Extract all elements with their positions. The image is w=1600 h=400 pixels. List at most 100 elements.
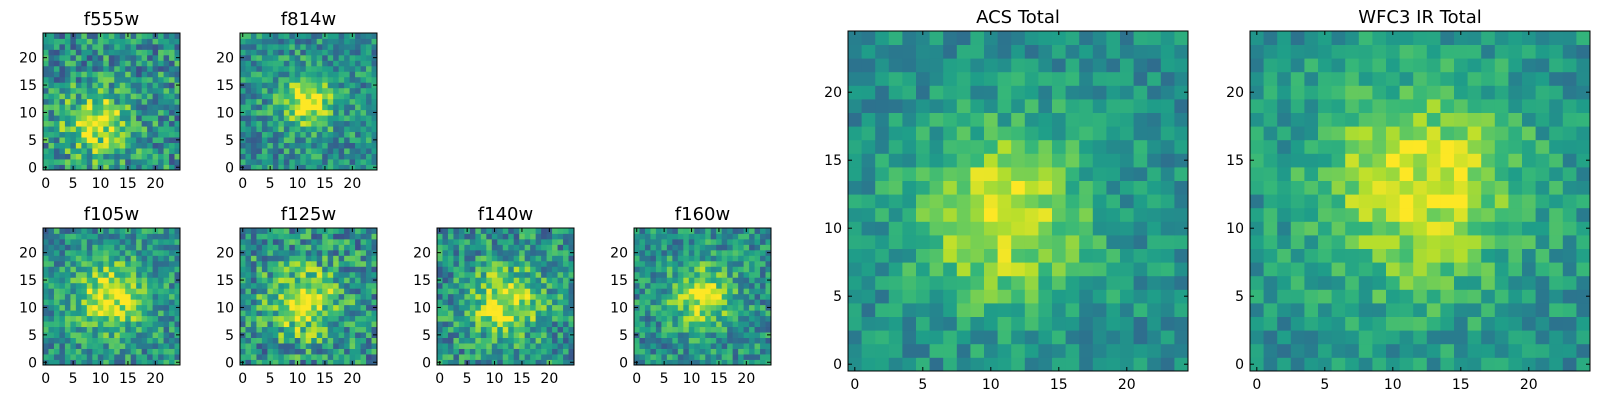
- heatmap-cell: [344, 233, 350, 240]
- heatmap-cell: [327, 137, 334, 143]
- heatmap-cell: [261, 87, 268, 94]
- heatmap-cell: [732, 288, 739, 295]
- y-tick-label: 10: [216, 300, 234, 316]
- heatmap-cell: [344, 310, 350, 317]
- heatmap-cell: [453, 277, 460, 284]
- x-tick-label: 0: [238, 371, 247, 387]
- heatmap-cell: [1481, 167, 1496, 181]
- heatmap-cell: [875, 85, 890, 100]
- heatmap-cell: [355, 153, 361, 160]
- heatmap-cell: [486, 282, 493, 289]
- heatmap-cell: [81, 159, 88, 165]
- heatmap-cell: [64, 159, 71, 165]
- heatmap-cell: [902, 153, 917, 168]
- heatmap-cell: [1494, 235, 1509, 249]
- heatmap-cell: [305, 120, 312, 127]
- heatmap-cell: [875, 235, 890, 249]
- heatmap-cell: [1467, 207, 1482, 222]
- heatmap-cell: [322, 277, 329, 284]
- y-tick-label: 10: [610, 300, 628, 316]
- heatmap-cell: [754, 359, 761, 366]
- heatmap-cell: [765, 337, 772, 344]
- heatmap-cell: [546, 238, 553, 245]
- heatmap-cell: [103, 38, 110, 45]
- heatmap-cell: [694, 271, 701, 278]
- heatmap-cell: [1092, 207, 1107, 222]
- heatmap-cell: [997, 153, 1012, 168]
- heatmap-cell: [327, 148, 334, 154]
- heatmap-cell: [70, 98, 77, 105]
- heatmap-cell: [916, 303, 930, 317]
- heatmap-cell: [322, 43, 329, 50]
- heatmap-cell: [316, 343, 323, 349]
- heatmap-cell: [92, 271, 99, 278]
- heatmap-cell: [86, 310, 93, 317]
- heatmap-cell: [316, 277, 323, 284]
- heatmap-cell: [158, 71, 164, 78]
- heatmap-cell: [1522, 303, 1536, 317]
- heatmap-cell: [1160, 221, 1175, 236]
- heatmap-cell: [311, 288, 318, 295]
- heatmap-cell: [355, 343, 361, 349]
- heatmap-cell: [997, 275, 1012, 290]
- heatmap-cell: [130, 271, 137, 278]
- heatmap-cell: [1413, 167, 1428, 181]
- heatmap-cell: [147, 115, 153, 122]
- heatmap-cell: [848, 289, 862, 304]
- heatmap-cell: [355, 43, 361, 50]
- heatmap-cell: [333, 293, 340, 300]
- heatmap-cell: [760, 282, 766, 289]
- heatmap-cell: [1133, 343, 1148, 358]
- heatmap-cell: [70, 266, 77, 273]
- heatmap-cell: [508, 304, 515, 311]
- heatmap-cell: [469, 271, 476, 278]
- heatmap-cell: [888, 303, 903, 317]
- heatmap-cell: [119, 76, 126, 83]
- heatmap-cell: [305, 299, 312, 306]
- heatmap-cell: [278, 49, 285, 56]
- heatmap-cell: [272, 244, 279, 251]
- heatmap-cell: [261, 43, 268, 50]
- heatmap-cell: [1562, 235, 1577, 249]
- heatmap-cell: [355, 164, 361, 171]
- heatmap-cell: [366, 142, 372, 149]
- heatmap-cell: [75, 326, 82, 333]
- heatmap-cell: [130, 49, 137, 56]
- heatmap-cell: [322, 98, 329, 105]
- heatmap-cell: [1576, 248, 1591, 263]
- heatmap-cell: [710, 304, 717, 311]
- heatmap-cell: [1092, 180, 1107, 195]
- heatmap-cell: [453, 326, 460, 333]
- heatmap-cell: [245, 109, 252, 116]
- y-tick-label: 15: [610, 273, 628, 289]
- heatmap-cell: [546, 266, 553, 273]
- heatmap-cell: [861, 221, 876, 236]
- heatmap-cell: [141, 60, 148, 67]
- heatmap-cell: [568, 310, 575, 317]
- heatmap-cell: [305, 233, 312, 240]
- heatmap-cell: [333, 343, 340, 349]
- heatmap-cell: [250, 293, 257, 300]
- heatmap-cell: [683, 299, 690, 306]
- heatmap-cell: [1079, 85, 1094, 100]
- heatmap-cell: [1481, 207, 1496, 222]
- heatmap-cell: [710, 299, 717, 306]
- heatmap-cell: [1440, 221, 1455, 236]
- heatmap-cell: [64, 76, 71, 83]
- heatmap-cell: [294, 326, 301, 333]
- heatmap-cell: [666, 348, 673, 355]
- heatmap-cell: [486, 332, 493, 338]
- heatmap-cell: [59, 76, 66, 83]
- heatmap-cell: [344, 120, 350, 127]
- heatmap-cell: [245, 244, 252, 251]
- heatmap-cell: [458, 260, 465, 267]
- heatmap-cell: [655, 359, 662, 366]
- heatmap-cell: [447, 282, 454, 289]
- heatmap-cell: [1065, 275, 1080, 290]
- heatmap-cell: [754, 337, 761, 344]
- heatmap-cell: [956, 343, 971, 358]
- heatmap-cell: [970, 71, 985, 86]
- heatmap-cell: [1304, 262, 1319, 277]
- heatmap-cell: [672, 359, 679, 366]
- heatmap-cell: [169, 54, 175, 61]
